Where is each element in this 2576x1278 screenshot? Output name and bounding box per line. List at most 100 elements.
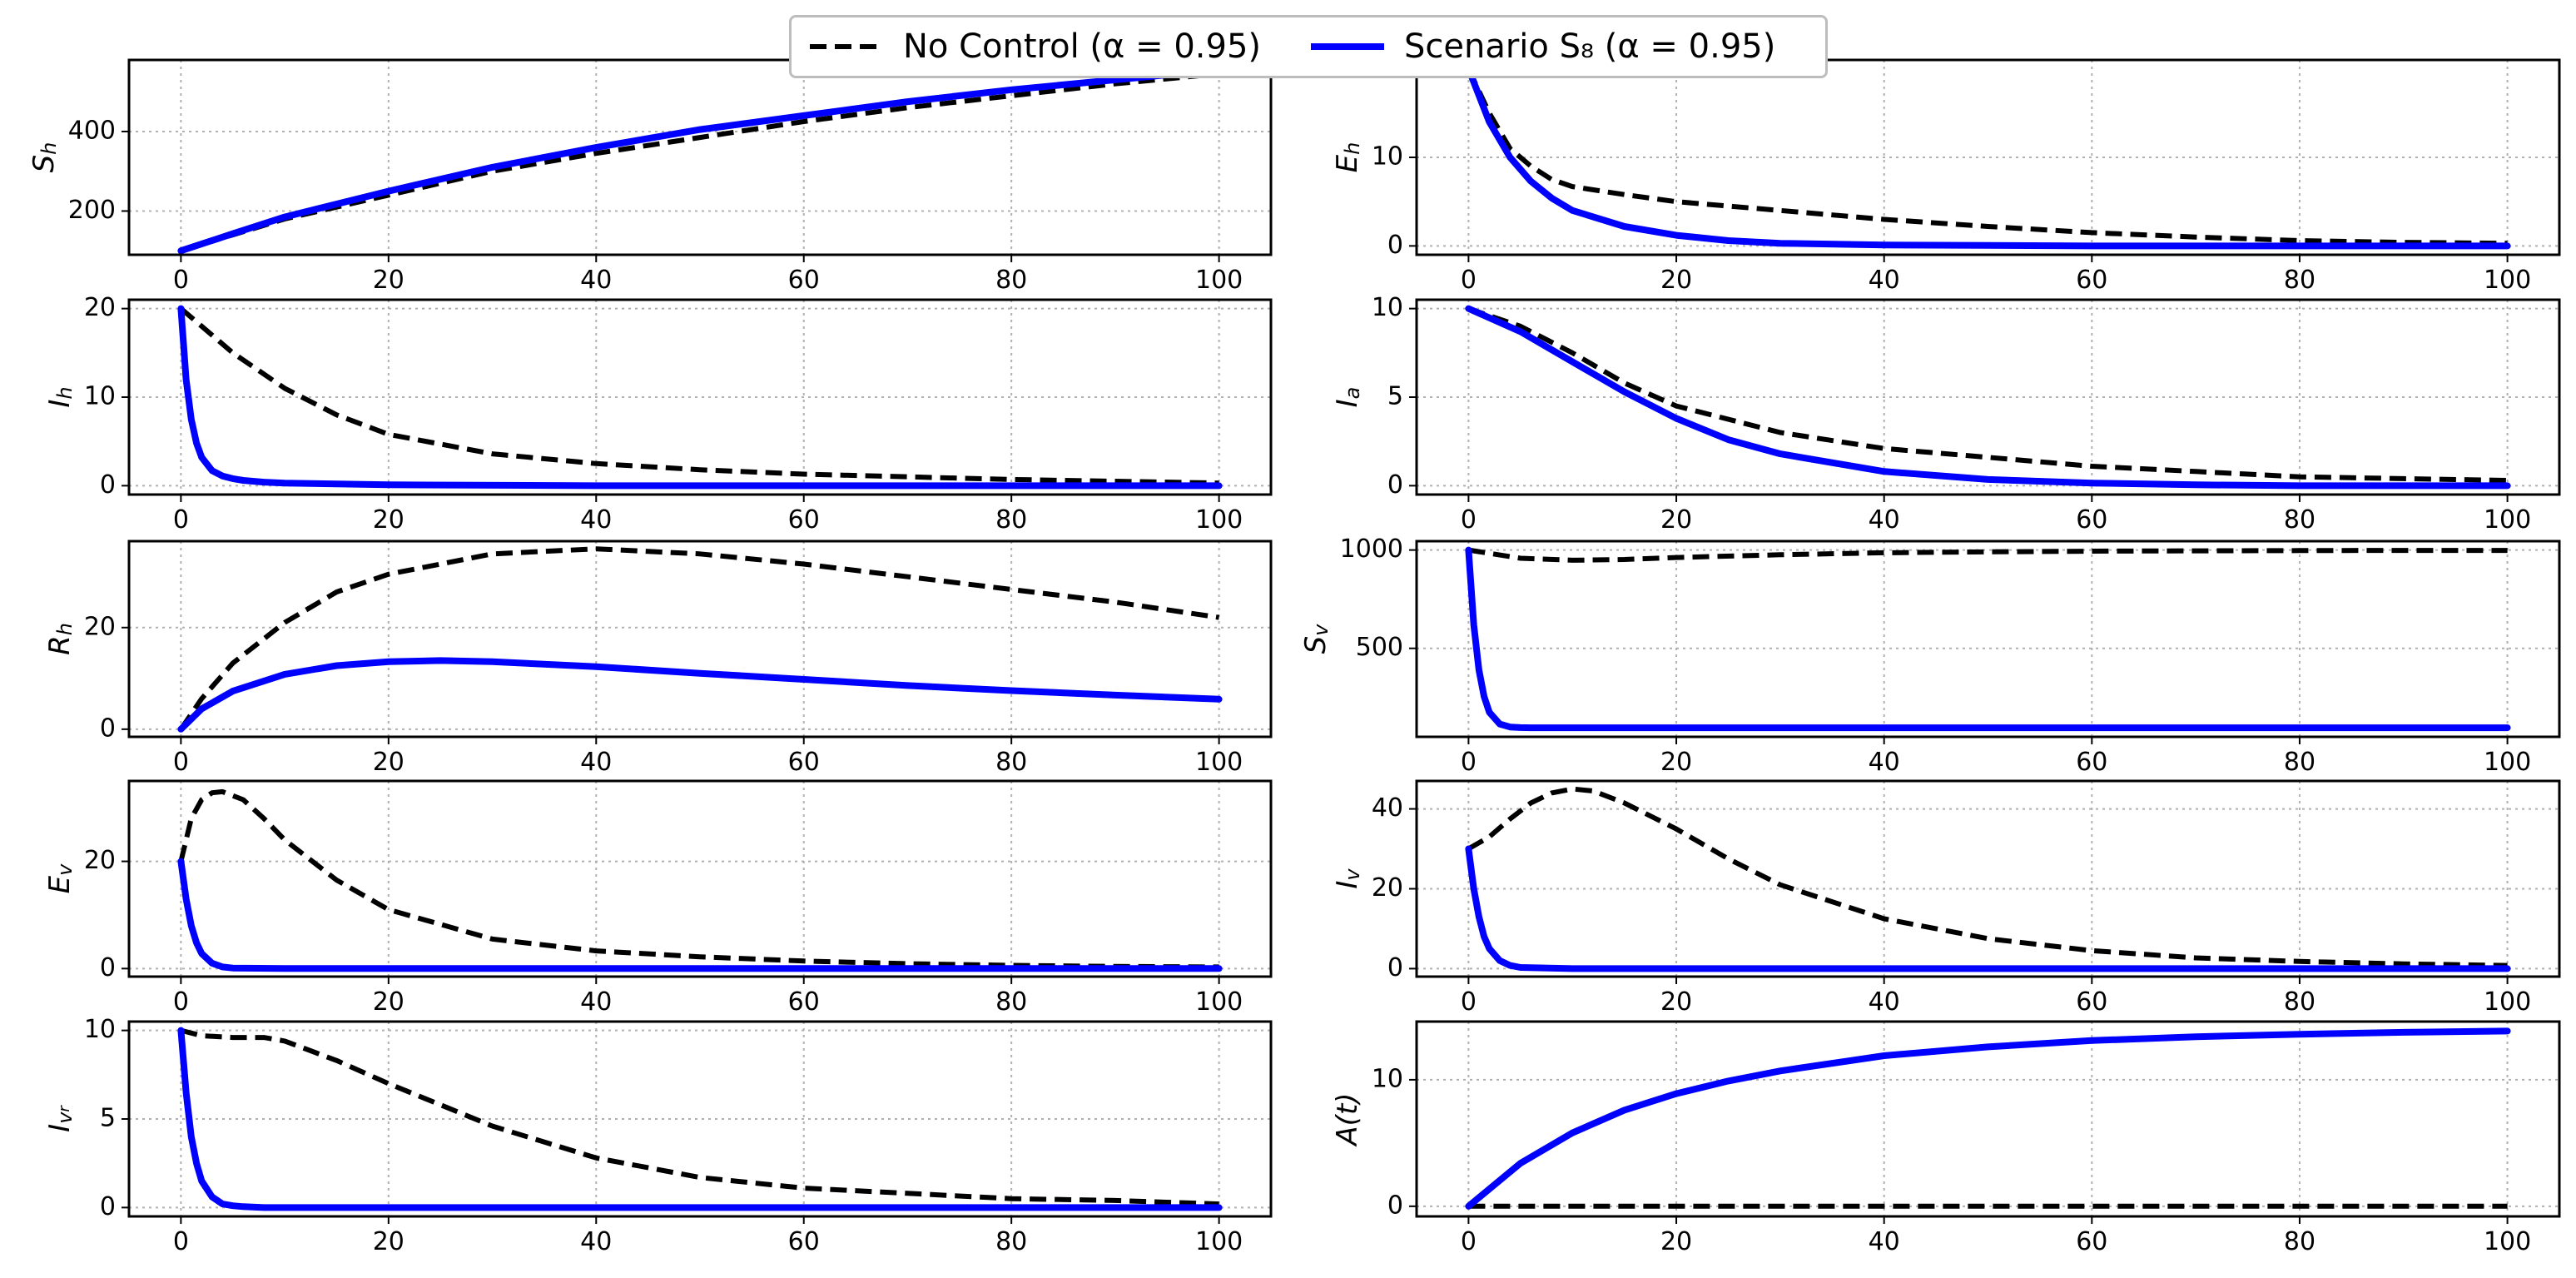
y-tick-label: 40 <box>1372 793 1403 823</box>
x-tick-label: 100 <box>1195 987 1243 1017</box>
axes-frame <box>127 298 1273 496</box>
x-tick-label: 20 <box>373 748 405 777</box>
x-tick-label: 60 <box>788 748 820 777</box>
x-tick-label: 80 <box>2284 748 2315 777</box>
axes-frame <box>1415 1020 2561 1218</box>
x-tick-label: 100 <box>2484 266 2531 295</box>
series-line-no-control <box>178 546 1220 731</box>
y-axis-label: A(t) <box>1331 1092 1364 1146</box>
series-line-scenario-s8 <box>1465 65 2511 250</box>
y-tick-label: 10 <box>84 1015 116 1044</box>
x-tick-label: 0 <box>1461 505 1477 535</box>
x-tick-label: 40 <box>1869 987 1900 1017</box>
x-tick-label: 60 <box>2076 748 2107 777</box>
y-axis-label: Sh <box>27 142 62 173</box>
legend-solid-line-icon <box>1311 43 1384 50</box>
axes-frame <box>127 779 1273 978</box>
legend-dashed-line-icon <box>810 44 883 49</box>
axes-frame <box>1415 779 2561 978</box>
x-tick-label: 100 <box>1195 266 1243 295</box>
y-tick-label: 5 <box>1387 382 1403 411</box>
x-tick-label: 60 <box>2076 987 2107 1017</box>
legend-label-scenario: Scenario S₈ (α = 0.95) <box>1404 27 1776 66</box>
subplot-a-t-: 0 20 40 60 80 100 0 10 A(t) <box>1331 1020 2561 1256</box>
subplot-i-vr: 0 20 40 60 80 100 0 5 10 Ivr <box>43 1015 1273 1256</box>
legend-label-no-control: No Control (α = 0.95) <box>903 27 1261 66</box>
y-tick-label: 0 <box>100 714 116 743</box>
x-tick-label: 100 <box>1195 748 1243 777</box>
x-tick-label: 100 <box>2484 987 2531 1017</box>
series-line-scenario-s8 <box>1465 1027 2511 1210</box>
series-line-scenario-s8 <box>177 1027 1223 1211</box>
y-tick-label: 0 <box>1387 470 1403 500</box>
x-tick-label: 40 <box>580 748 612 777</box>
y-tick-label: 0 <box>100 470 116 500</box>
y-tick-label: 10 <box>1372 293 1403 322</box>
y-tick-label: 10 <box>84 382 116 411</box>
axes-frame <box>1415 540 2561 738</box>
y-tick-label: 5 <box>100 1104 116 1133</box>
x-tick-label: 40 <box>1869 1227 1900 1256</box>
x-tick-label: 60 <box>2076 505 2107 535</box>
y-tick-label: 20 <box>84 846 116 875</box>
y-axis-label: Ev <box>43 863 77 893</box>
legend: No Control (α = 0.95) Scenario S₈ (α = 0… <box>789 15 1828 78</box>
legend-entry-no-control: No Control (α = 0.95) <box>807 17 1261 76</box>
y-axis-label: Ivr <box>43 1105 77 1132</box>
x-tick-label: 40 <box>1869 505 1900 535</box>
x-tick-label: 20 <box>1660 987 1692 1017</box>
x-tick-label: 0 <box>1461 1227 1477 1256</box>
series-line-scenario-s8 <box>1465 546 2511 732</box>
y-tick-label: 20 <box>84 612 116 641</box>
series-line-no-control <box>178 788 1219 970</box>
series-line-scenario-s8 <box>177 305 1223 490</box>
y-tick-label: 20 <box>84 293 116 322</box>
x-tick-label: 0 <box>173 987 189 1017</box>
x-tick-label: 60 <box>788 505 820 535</box>
y-axis-label: Rh <box>43 623 77 655</box>
y-tick-label: 0 <box>1387 953 1403 982</box>
y-tick-label: 0 <box>1387 1191 1403 1220</box>
subplot-i-h: 0 20 40 60 80 100 0 10 20 Ih <box>43 293 1273 535</box>
series-line-no-control <box>1467 306 2508 483</box>
series-line-no-control <box>180 1027 1219 1207</box>
x-tick-label: 80 <box>995 987 1027 1017</box>
x-tick-label: 60 <box>788 1227 820 1256</box>
x-tick-label: 80 <box>2284 987 2315 1017</box>
y-tick-label: 1000 <box>1340 535 1403 564</box>
x-tick-label: 40 <box>580 987 612 1017</box>
y-tick-label: 10 <box>1372 142 1403 172</box>
series-line-scenario-s8 <box>1465 845 2511 972</box>
y-tick-label: 0 <box>1387 231 1403 260</box>
series-line-no-control <box>179 306 1219 486</box>
x-tick-label: 20 <box>373 505 405 535</box>
series-line-scenario-s8 <box>177 858 1223 972</box>
subplot-i-v: 0 20 40 60 80 100 0 20 40 Iv <box>1331 779 2561 1017</box>
axes-frame <box>127 540 1273 738</box>
x-tick-label: 40 <box>580 1227 612 1256</box>
x-tick-label: 60 <box>788 987 820 1017</box>
x-tick-label: 80 <box>2284 505 2315 535</box>
y-tick-label: 400 <box>68 116 116 145</box>
y-axis-label: Sv <box>1299 624 1333 654</box>
series-line-no-control <box>1467 786 2508 968</box>
x-tick-label: 0 <box>173 748 189 777</box>
x-tick-label: 20 <box>373 1227 405 1256</box>
y-axis-label: Iv <box>1331 868 1365 889</box>
x-tick-label: 40 <box>580 505 612 535</box>
x-tick-label: 80 <box>995 266 1027 295</box>
x-tick-label: 0 <box>1461 266 1477 295</box>
x-tick-label: 80 <box>995 1227 1027 1256</box>
x-tick-label: 20 <box>1660 1227 1692 1256</box>
subplot-i-a: 0 20 40 60 80 100 0 5 10 Ia <box>1331 293 2561 535</box>
x-tick-label: 100 <box>2484 748 2531 777</box>
y-axis-label: Ia <box>1331 387 1365 408</box>
series-line-no-control <box>180 71 1219 254</box>
x-tick-label: 60 <box>2076 1227 2107 1256</box>
y-tick-label: 200 <box>68 196 116 225</box>
x-tick-label: 80 <box>995 505 1027 535</box>
series-line-scenario-s8 <box>177 66 1223 255</box>
